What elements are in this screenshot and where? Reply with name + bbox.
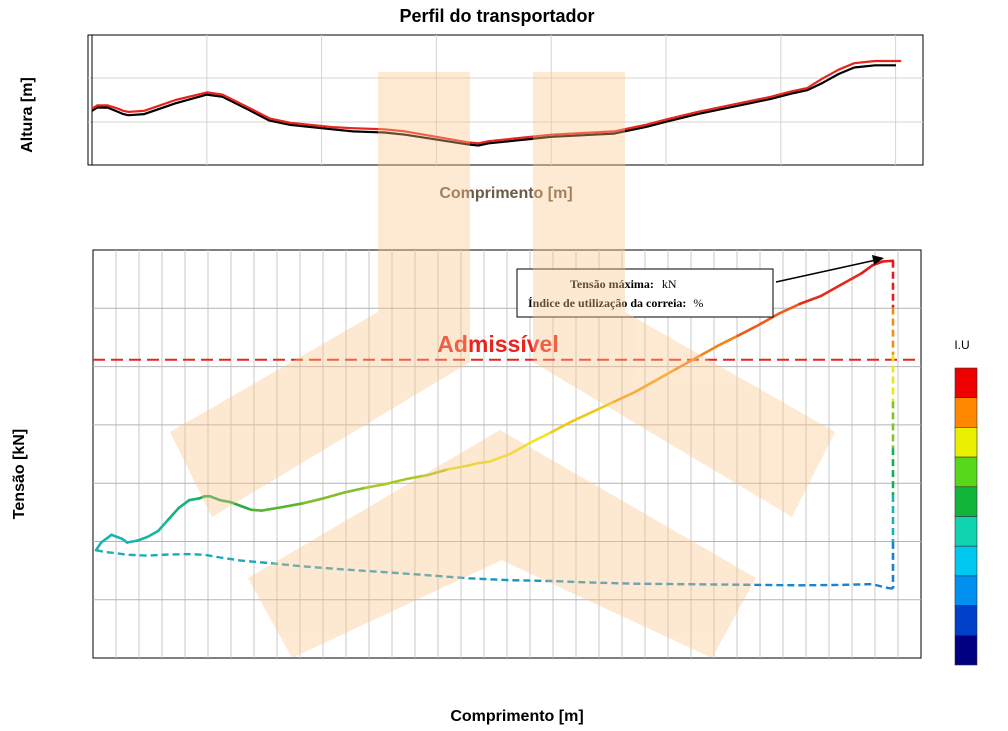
tension-series-carry-segment (777, 302, 802, 315)
tension-series-carry-segment (715, 334, 740, 348)
tension-series-carry-segment (229, 500, 243, 508)
profile-plot-area (87, 34, 924, 166)
tension-series-carry-segment (125, 539, 139, 544)
tension-series-return (95, 549, 894, 590)
tension-series-carry-segment (508, 441, 533, 456)
annotation-arrow-head (872, 255, 884, 265)
utilization-legend-swatch (954, 397, 978, 428)
utilization-legend-swatch (954, 575, 978, 606)
watermark-leg-right (458, 430, 756, 658)
tension-series-carry-segment (208, 494, 222, 502)
utilization-legend-swatch (954, 427, 978, 458)
tension-series-carry-segment (187, 496, 201, 502)
tension-series-carry-segment (156, 518, 170, 533)
watermark-logo (170, 72, 835, 658)
profile-chart: Perfil do transportador Altura [m] Compr… (19, 6, 924, 202)
tension-series-carry-segment (694, 344, 719, 360)
profile-series-belt-lower (91, 64, 896, 147)
tension-series-carry-segment (612, 391, 636, 404)
tension-series-carry-segment (322, 491, 346, 500)
utilization-legend-swatch (954, 605, 978, 636)
tension-series-carry-segment (136, 535, 150, 542)
tension-series-carry-segment (798, 294, 822, 306)
tension-series-carry-segment (260, 505, 284, 512)
tension-series-carry-segment (653, 367, 677, 383)
watermark-bar-left (378, 72, 470, 362)
profile-chart-title: Perfil do transportador (399, 6, 594, 26)
tension-series-carry-segment (446, 464, 470, 471)
tension-y-axis-label: Tensão [kN] (11, 429, 28, 519)
tension-series-carry-segment (591, 400, 615, 414)
annotation-box (516, 268, 774, 318)
annotation-arrow-line (775, 259, 877, 283)
profile-gridlines (88, 35, 923, 165)
tension-series-carry-segment (94, 541, 103, 552)
tension-series-carry-segment (757, 312, 781, 327)
tension-series-carry-segment (301, 496, 326, 505)
tension-series-carry-segment (632, 379, 657, 394)
tension-series-carry-segment (570, 410, 595, 423)
utilization-legend-swatch (954, 486, 978, 517)
utilization-legend-swatch (954, 516, 978, 547)
tension-series-carry-segment (819, 283, 843, 298)
tension-series-carry-segment (881, 259, 895, 263)
tension-series-carry-segment (425, 468, 450, 477)
annotation-line-2: Índice de utilização da correia: % (528, 296, 703, 310)
utilization-legend-swatch (954, 367, 978, 399)
utilization-legend-swatch (954, 634, 978, 666)
tension-series-carry-segment (177, 498, 191, 510)
tension-series-carry-segment (860, 264, 874, 275)
tension-series-carry-segment (218, 498, 232, 504)
tension-series-carry-segment (529, 430, 553, 444)
tension-series-carry-segment (467, 461, 481, 467)
utilization-legend-swatches (954, 367, 978, 666)
tension-series-carry-segment (736, 323, 760, 338)
tension-series-carry-segment (250, 508, 263, 512)
profile-y-axis-label: Altura [m] (19, 77, 36, 153)
tension-series-carry-segment (550, 419, 574, 434)
watermark-arm-left (170, 312, 470, 517)
tension-series-carry-segment (146, 529, 160, 539)
tension-series-carry-segment (280, 501, 305, 509)
tension-series-carry-segment (674, 356, 698, 371)
utilization-legend: I.U (954, 338, 978, 666)
watermark-arm-right (533, 312, 835, 517)
tension-x-axis-label: Comprimento [m] (450, 708, 583, 725)
tension-series-group (94, 259, 895, 590)
annotation-utilization-label: Índice de utilização da correia: (528, 296, 686, 310)
annotation-max-tension-label: Tensão máxima: (570, 277, 654, 291)
profile-series-group (91, 59, 902, 147)
annotation-line-1: Tensão máxima: kN (570, 277, 677, 291)
profile-x-axis-label: Comprimento [m] (439, 185, 572, 202)
annotation-max-tension-unit: kN (662, 277, 677, 291)
tension-series-carry-segment (477, 460, 491, 465)
tension-series-carry-segment (487, 452, 512, 464)
admissible-label: Admissível (437, 331, 558, 357)
max-tension-annotation: Tensão máxima: kN Índice de utilização d… (516, 255, 884, 318)
utilization-legend-title: I.U (954, 338, 969, 352)
watermark-leg-left (248, 430, 545, 658)
annotation-utilization-unit: % (693, 296, 703, 310)
tension-series-carry-segment (363, 482, 388, 490)
tension-series-carry-segment (384, 477, 408, 486)
utilization-legend-swatch (954, 456, 978, 488)
tension-series-carry-segment (343, 486, 367, 494)
tension-gridlines (93, 250, 921, 658)
tension-series-carry-segment (167, 506, 181, 521)
profile-series-belt-upper (91, 59, 902, 145)
tension-series-carry-segment (239, 504, 253, 512)
watermark-bar-right (533, 72, 625, 362)
utilization-legend-swatch (954, 545, 978, 577)
tension-chart: Admissível Tensão máxima: kN Índice de u… (11, 249, 922, 725)
tension-series-carry-segment (839, 271, 864, 286)
tension-series-carry-segment (405, 473, 429, 481)
